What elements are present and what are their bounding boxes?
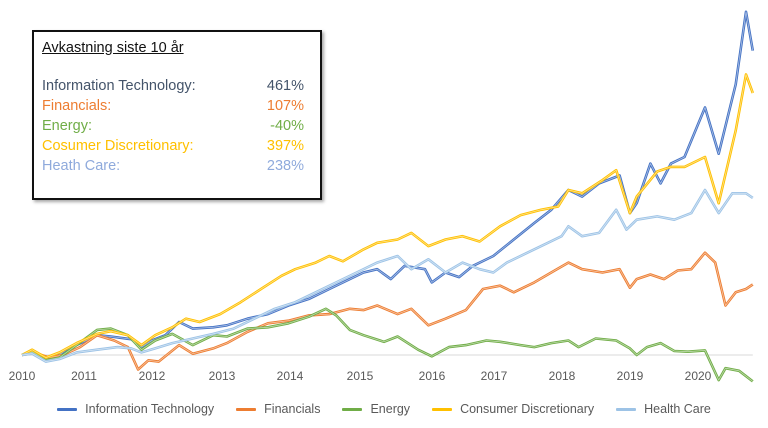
- legend-label: Health Care: [644, 402, 711, 416]
- info-row-label: Energy:: [42, 118, 92, 134]
- info-row-value: 397%: [266, 138, 304, 154]
- x-tick-label: 2012: [139, 369, 166, 383]
- info-box-title: Avkastning siste 10 år: [42, 40, 184, 56]
- info-row: Heath Care: 238%: [42, 158, 304, 178]
- x-tick-label: 2016: [419, 369, 446, 383]
- legend-swatch-icon: [616, 407, 637, 411]
- series-line-core-health-care: [21, 189, 754, 362]
- legend-swatch-icon: [432, 407, 453, 411]
- legend-label: Information Technology: [85, 402, 215, 416]
- info-row: Energy: -40%: [42, 118, 304, 138]
- info-row-value: 238%: [266, 158, 304, 174]
- x-tick-label: 2020: [685, 369, 712, 383]
- legend-item: Information Technology: [57, 402, 214, 416]
- legend-item: Consumer Discretionary: [432, 402, 594, 416]
- x-tick-label: 2011: [71, 369, 97, 383]
- legend-label: Energy: [370, 402, 411, 416]
- legend-item: Health Care: [616, 402, 711, 416]
- info-row-label: Financials:: [42, 98, 112, 114]
- x-tick-label: 2017: [481, 369, 508, 383]
- info-row-value: -40%: [270, 118, 304, 134]
- info-row-label: Heath Care:: [42, 158, 121, 174]
- info-row: Financials: 107%: [42, 98, 304, 118]
- info-row: Information Technology: 461%: [42, 78, 304, 98]
- legend-swatch-icon: [57, 407, 78, 411]
- x-tick-label: 2014: [277, 369, 304, 383]
- legend-swatch-icon: [342, 407, 363, 411]
- info-row-value: 107%: [266, 98, 304, 114]
- x-tick-label: 2019: [617, 369, 644, 383]
- x-tick-label: 2013: [209, 369, 236, 383]
- series-layer: [21, 10, 755, 383]
- legend-item: Energy: [342, 402, 410, 416]
- x-tick-label: 2015: [347, 369, 374, 383]
- series-line-financials: [21, 251, 754, 371]
- x-axis-ticks: 2010 2011 2012 2013 2014 2015 2016 2017 2018 2019…: [9, 369, 712, 383]
- series-line-core-energy: [21, 308, 754, 382]
- info-row-value: 461%: [266, 78, 304, 94]
- info-row: Cosumer Discretionary: 397%: [42, 138, 304, 158]
- chart-legend: Information Technology Financials Energy Co…: [0, 402, 768, 416]
- legend-swatch-icon: [236, 407, 257, 411]
- x-tick-label: 2010: [9, 369, 36, 383]
- legend-item: Financials: [236, 402, 320, 416]
- returns-info-box: Avkastning siste 10 år Information Techn…: [32, 30, 322, 200]
- info-row-label: Cosumer Discretionary:: [42, 138, 194, 154]
- info-row-label: Information Technology:: [42, 78, 196, 94]
- legend-label: Financials: [264, 402, 321, 416]
- x-tick-label: 2018: [549, 369, 576, 383]
- series-line-core-consumer-discretionary: [21, 74, 754, 358]
- legend-label: Consumer Discretionary: [460, 402, 595, 416]
- series-line-core-financials: [21, 252, 754, 370]
